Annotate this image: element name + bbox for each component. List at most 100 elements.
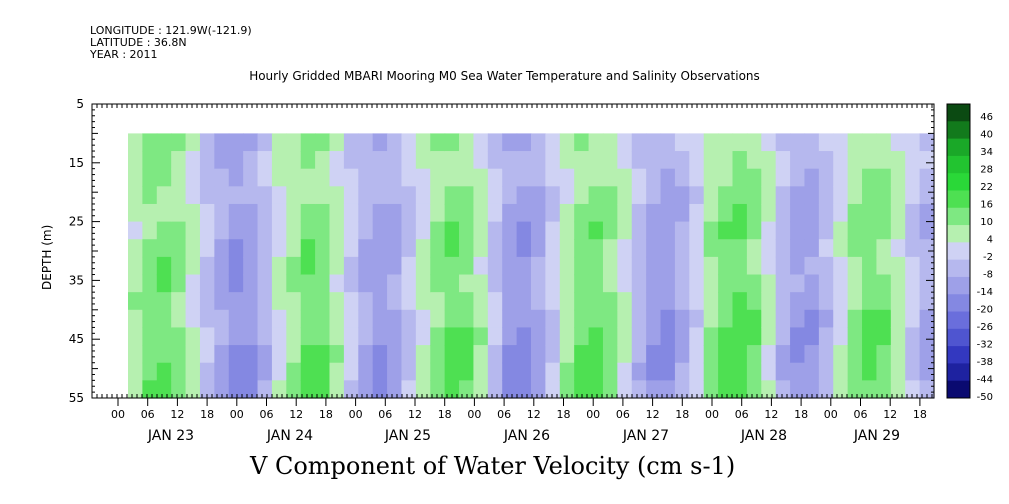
heatmap-cell	[171, 327, 187, 346]
heatmap-cell	[876, 151, 892, 170]
heatmap-cell	[156, 380, 172, 399]
colorbar-label: 22	[980, 182, 993, 193]
heatmap-cell	[602, 292, 618, 311]
heatmap-cell	[818, 203, 834, 223]
heatmap-cell	[804, 133, 820, 152]
heatmap-cell	[790, 186, 806, 205]
heatmap-cell	[286, 151, 302, 170]
heatmap-cell	[228, 256, 244, 276]
heatmap-cell	[185, 186, 201, 205]
heatmap-cell	[674, 221, 690, 240]
heatmap-cell	[343, 345, 359, 364]
heatmap-cell	[531, 256, 546, 276]
heatmap-cell	[430, 133, 446, 152]
heatmap-cell	[243, 168, 259, 187]
heatmap-cell	[171, 239, 187, 258]
heatmap-cell	[502, 186, 518, 205]
heatmap-cell	[689, 168, 705, 187]
heatmap-cell	[329, 239, 345, 258]
heatmap-cell	[315, 221, 331, 240]
heatmap-cell	[732, 380, 748, 399]
heatmap-cell	[343, 203, 359, 223]
heatmap-cell	[732, 362, 748, 381]
heatmap-cell	[703, 133, 719, 152]
heatmap-cell	[818, 256, 834, 276]
heatmap-cell	[617, 151, 633, 170]
heatmap-cell	[228, 362, 244, 381]
x-tick-label: 12	[883, 408, 897, 421]
heatmap-cell	[128, 186, 143, 205]
heatmap-cell	[631, 168, 647, 187]
heatmap-cell	[876, 203, 892, 223]
heatmap-cell	[631, 239, 647, 258]
heatmap-cell	[617, 186, 633, 205]
heatmap-cell	[459, 133, 475, 152]
heatmap-cell	[703, 151, 719, 170]
heatmap-cell	[602, 380, 618, 399]
heatmap-cell	[660, 345, 676, 364]
heatmap-cell	[415, 309, 431, 329]
heatmap-cell	[790, 221, 806, 240]
x-tick-label: 06	[497, 408, 511, 421]
heatmap-cell	[487, 292, 503, 311]
heatmap-cell	[300, 274, 316, 293]
heatmap-cell	[646, 292, 662, 311]
heatmap-cell	[545, 168, 561, 187]
heatmap-cell	[415, 203, 431, 223]
heatmap-cell	[703, 362, 719, 381]
heatmap-cell	[516, 221, 532, 240]
heatmap-cell	[876, 186, 892, 205]
heatmap-cell	[444, 151, 460, 170]
heatmap-cell	[300, 292, 316, 311]
heatmap-cell	[559, 168, 575, 187]
heatmap-cell	[459, 362, 475, 381]
colorbar-swatch	[947, 207, 970, 226]
heatmap-cell	[703, 168, 719, 187]
heatmap-cell	[372, 292, 388, 311]
heatmap-cell	[128, 274, 143, 293]
heatmap-cell	[689, 292, 705, 311]
heatmap-cell	[602, 309, 618, 329]
heatmap-cell	[818, 292, 834, 311]
heatmap-cell	[142, 239, 158, 258]
heatmap-cell	[243, 239, 259, 258]
heatmap-cell	[919, 203, 935, 223]
heatmap-cell	[905, 151, 921, 170]
heatmap-cell	[502, 292, 518, 311]
heatmap-cell	[487, 362, 503, 381]
heatmap-cell	[372, 327, 388, 346]
heatmap-cell	[430, 309, 446, 329]
heatmap-cell	[228, 380, 244, 399]
heatmap-cell	[286, 239, 302, 258]
heatmap-cell	[142, 133, 158, 152]
heatmap-cell	[790, 292, 806, 311]
heatmap-cell	[761, 345, 777, 364]
heatmap-cell	[559, 274, 575, 293]
x-tick-label: 18	[913, 408, 927, 421]
heatmap-cell	[761, 309, 777, 329]
heatmap-cell	[588, 239, 604, 258]
x-axis: 00 06 12 18 00 06 12 18 00 06 12 18 00 06 12 18 00 06 12 18…	[91, 104, 933, 444]
heatmap-cell	[790, 168, 806, 187]
heatmap-cell	[862, 151, 878, 170]
heatmap-cell	[545, 256, 561, 276]
heatmap-cell	[775, 151, 791, 170]
heatmap-cell	[286, 133, 302, 152]
heatmap-cell	[574, 274, 590, 293]
heatmap-cell	[559, 345, 575, 364]
colorbar: 46 40 34 28 22 16 10 4 -2 -8 -14 -20 -26 -32 -38 -44 -50	[946, 103, 993, 403]
heatmap-cell	[372, 203, 388, 223]
heatmap-cell	[430, 362, 446, 381]
heatmap-cell	[689, 186, 705, 205]
heatmap-cell	[718, 133, 734, 152]
heatmap-cell	[156, 151, 172, 170]
heatmap-cell	[646, 380, 662, 399]
heatmap-cell	[574, 239, 590, 258]
heatmap-cell	[128, 362, 143, 381]
heatmap-cell	[156, 274, 172, 293]
heatmap-cell	[156, 327, 172, 346]
heatmap-cell	[142, 274, 158, 293]
heatmap-cell	[372, 274, 388, 293]
heatmap-cell	[833, 168, 849, 187]
heatmap-cell	[833, 203, 849, 223]
